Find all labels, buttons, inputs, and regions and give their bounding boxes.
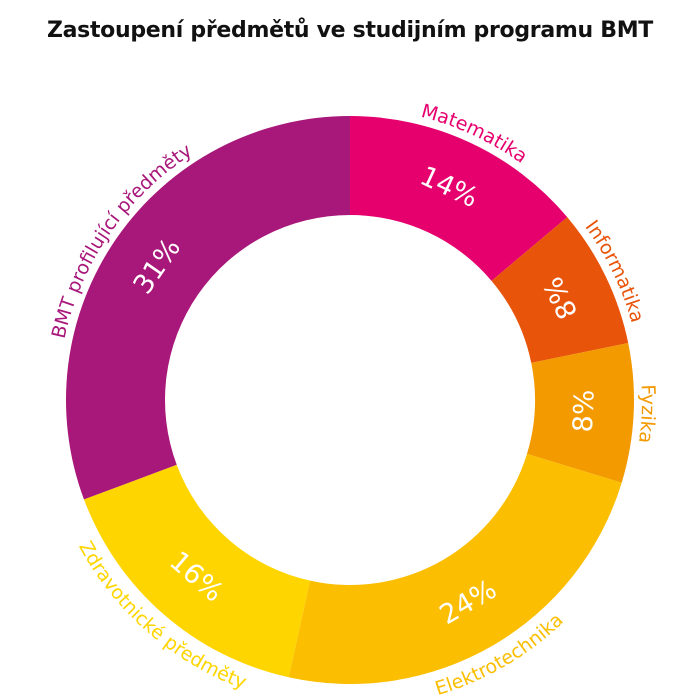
value-label-2: 8% <box>568 389 601 433</box>
slice-3 <box>288 453 622 684</box>
slice-4 <box>83 464 311 678</box>
slice-5 <box>66 116 350 500</box>
category-label-2: Fyzika <box>634 384 659 445</box>
chart-title: Zastoupení předmětů ve studijním program… <box>46 18 654 43</box>
slice-1 <box>491 217 629 363</box>
slice-0 <box>350 116 568 281</box>
slice-2 <box>526 342 634 483</box>
